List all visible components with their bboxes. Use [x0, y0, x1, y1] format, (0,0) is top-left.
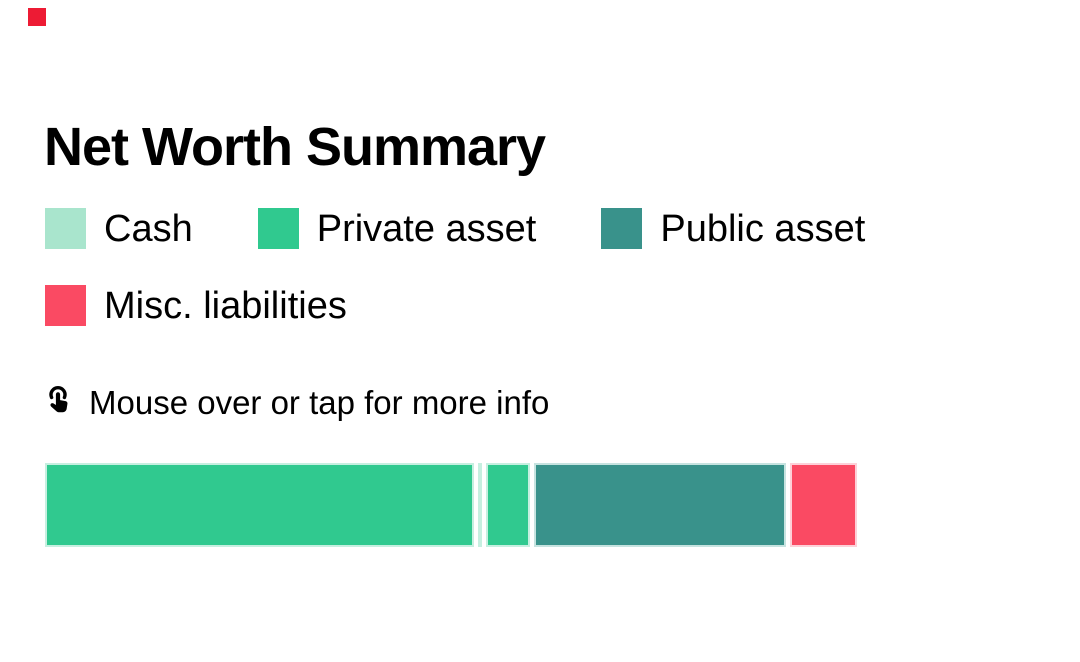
- brand-mark: [28, 8, 46, 26]
- legend-row: Misc. liabilities: [45, 285, 865, 326]
- legend-swatch: [601, 208, 643, 249]
- legend-label: Cash: [104, 207, 193, 250]
- legend-swatch: [45, 208, 86, 249]
- legend-label: Public asset: [660, 207, 866, 250]
- legend-item: Misc. liabilities: [45, 285, 347, 326]
- legend-label: Private asset: [316, 207, 537, 250]
- legend-row: Cash Private asset Public asset: [45, 208, 865, 249]
- legend-swatch: [45, 285, 86, 326]
- page-title: Net Worth Summary: [44, 117, 546, 178]
- legend-label: Misc. liabilities: [104, 284, 347, 327]
- bar-segment-public-asset[interactable]: [534, 463, 786, 547]
- legend-item: Cash: [45, 208, 193, 249]
- net-worth-stacked-bar: [45, 463, 857, 547]
- bar-segment-misc-liabilities[interactable]: [790, 463, 857, 547]
- bar-segment-private-asset[interactable]: [45, 463, 474, 547]
- tap-gesture-icon: [46, 385, 70, 419]
- bar-segment-private-asset[interactable]: [486, 463, 530, 547]
- legend-item: Private asset: [257, 207, 537, 250]
- hint-text: Mouse over or tap for more info: [89, 383, 550, 421]
- legend: Cash Private asset Public asset Misc. liab…: [45, 208, 865, 326]
- legend-swatch: [257, 208, 299, 249]
- legend-item: Public asset: [601, 208, 865, 249]
- bar-segment-private-asset[interactable]: [478, 463, 482, 547]
- hover-hint: Mouse over or tap for more info: [46, 385, 549, 419]
